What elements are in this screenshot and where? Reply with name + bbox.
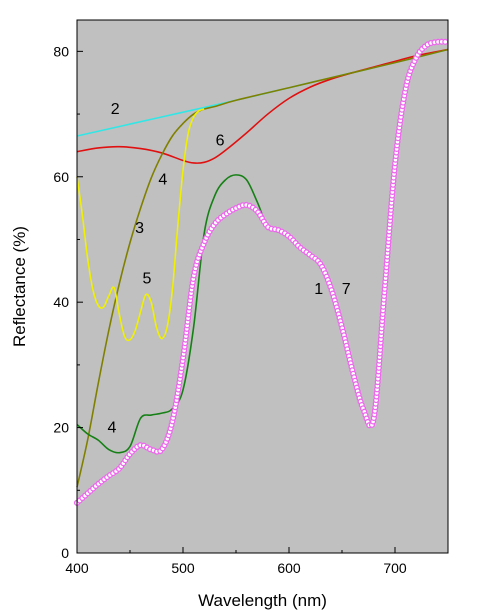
- curve-label: 4: [108, 420, 117, 437]
- y-tick-label: 80: [53, 43, 69, 59]
- x-tick-label: 400: [65, 560, 89, 576]
- series-line-3: [76, 48, 449, 488]
- curve-label: 6: [216, 132, 225, 149]
- curve-label: 7: [342, 281, 351, 298]
- x-axis-title: Wavelength (nm): [198, 591, 327, 610]
- x-tick-label: 500: [171, 560, 195, 576]
- curve-label: 3: [135, 220, 144, 237]
- y-tick-label: 0: [61, 545, 69, 561]
- series-line-5: [76, 108, 205, 342]
- y-tick-label: 40: [53, 294, 69, 310]
- curve-label: 1: [314, 281, 323, 298]
- plot-frame: [76, 19, 449, 554]
- y-tick-label: 60: [53, 169, 69, 185]
- curve-label: 2: [111, 101, 120, 118]
- plot-area: [77, 20, 448, 553]
- curve-label: 4: [158, 171, 167, 188]
- x-tick-label: 600: [277, 560, 301, 576]
- x-tick-label: 700: [383, 560, 407, 576]
- marker-layer: [73, 38, 449, 506]
- series-marker-7: [442, 38, 449, 45]
- curve-label: 5: [143, 270, 152, 287]
- y-axis-title: Reflectance (%): [10, 226, 29, 347]
- y-tick-label: 20: [53, 420, 69, 436]
- axis-layer: 400 500 600 700 0 20 40 60 80: [53, 43, 406, 576]
- annotation-layer: 2 6 3 4 5 1 7 4: [108, 101, 351, 437]
